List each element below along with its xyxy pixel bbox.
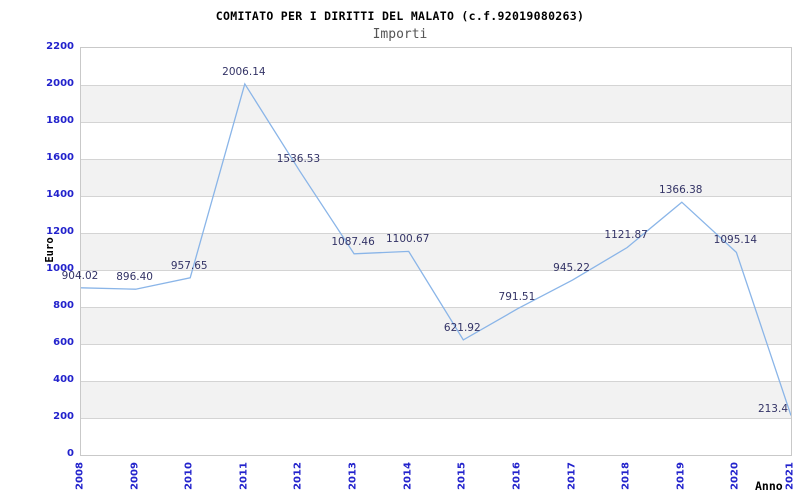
y-tick-label: 600 [53,337,74,348]
x-tick-label: 2013 [347,462,359,490]
gridline [81,380,791,382]
x-tick-label: 2014 [402,462,414,490]
x-tick-label: 2009 [129,462,141,490]
gridline [81,343,791,345]
chart-subtitle: Importi [372,27,428,42]
x-tick-label: 2010 [183,462,195,490]
plot-band [81,159,791,196]
y-tick-label: 1200 [46,226,74,237]
y-tick-label: 2200 [46,41,74,52]
data-point-label: 945.22 [553,262,590,275]
x-tick-label: 2011 [238,462,250,490]
plot-band [81,85,791,122]
plot-band [81,381,791,418]
data-point-label: 213.4 [757,402,788,415]
x-tick-label: 2017 [566,462,578,490]
y-tick-label: 400 [53,374,74,385]
y-tick-label: 800 [53,300,74,311]
x-tick-label: 2020 [729,462,741,490]
gridline [81,417,791,419]
y-axis-title: Euro [44,237,56,263]
data-point-label: 1536.53 [276,152,321,165]
gridline [81,232,791,234]
data-point-label: 621.92 [443,321,481,334]
y-tick-label: 200 [53,411,74,422]
y-tick-label: 1600 [46,152,74,163]
x-tick-label: 2012 [292,462,304,490]
gridline [81,306,791,308]
y-tick-label: 0 [67,448,74,459]
data-point-label: 1100.67 [385,233,430,246]
plot-band [81,233,791,270]
x-tick-label: 2008 [74,462,86,490]
y-tick-label: 1000 [46,263,74,274]
x-tick-label: 2016 [511,462,523,490]
plot-area [80,47,792,456]
chart-title: COMITATO PER I DIRITTI DEL MALATO (c.f.9… [215,9,585,23]
data-point-label: 2006.14 [222,65,266,78]
data-point-label: 1095.14 [713,234,758,247]
gridline [81,158,791,160]
gridline [81,121,791,123]
plot-band [81,307,791,344]
series-svg [81,82,791,416]
data-point-label: 1366.38 [659,184,703,197]
gridline [81,195,791,197]
x-tick-label: 2018 [620,462,632,490]
data-point-label: 1087.46 [331,235,375,248]
series-line [81,82,791,416]
x-tick-label: 2019 [675,462,687,490]
y-tick-label: 1400 [46,189,74,200]
data-point-label: 904.02 [61,269,99,282]
data-point-label: 896.40 [116,271,153,284]
x-tick-label: 2015 [456,462,468,490]
gridline [81,84,791,86]
data-point-label: 791.51 [498,290,536,303]
x-tick-label: 2021 [784,462,796,490]
y-tick-label: 2000 [46,78,74,89]
data-point-label: 1121.87 [604,229,648,242]
x-axis-title: Anno [755,479,783,493]
y-tick-label: 1800 [46,115,74,126]
data-point-label: 957.65 [170,259,208,272]
gridline [81,269,791,271]
